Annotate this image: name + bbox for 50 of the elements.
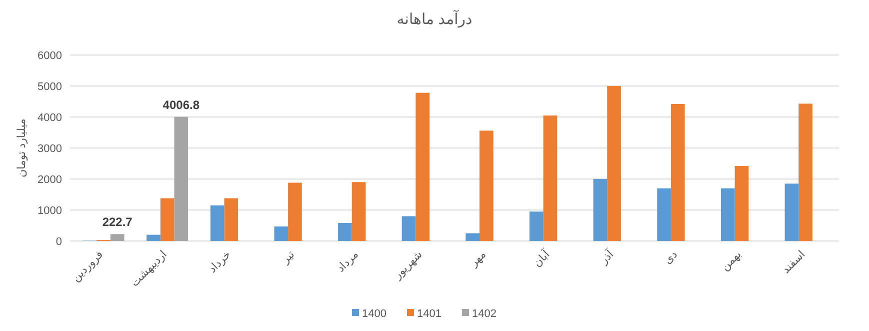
bar bbox=[798, 104, 812, 241]
x-tick-label: آذر bbox=[596, 246, 617, 268]
x-tick-label: فروردین bbox=[70, 248, 106, 284]
bar bbox=[274, 226, 288, 241]
x-tick-label: اسفند bbox=[780, 248, 808, 276]
bar bbox=[529, 212, 544, 241]
y-tick-label: 5000 bbox=[38, 80, 62, 93]
y-tick-label: 2000 bbox=[38, 174, 62, 186]
x-tick-label: بهمن bbox=[719, 248, 744, 274]
x-tick-label: خرداد bbox=[206, 248, 234, 276]
bar bbox=[670, 104, 685, 241]
bar bbox=[657, 188, 671, 241]
y-tick-label: 3000 bbox=[38, 142, 62, 155]
bar bbox=[174, 116, 188, 241]
bar bbox=[734, 166, 749, 241]
x-tick-label: مهر bbox=[467, 248, 489, 270]
legend-label: 1400 bbox=[362, 308, 386, 320]
bar bbox=[352, 182, 366, 241]
bar bbox=[720, 188, 735, 241]
bar bbox=[402, 216, 416, 241]
chart-title: درآمد ماهانه bbox=[396, 9, 472, 28]
bar bbox=[224, 198, 238, 241]
y-tick-label: 1000 bbox=[38, 204, 62, 217]
bar bbox=[543, 115, 558, 241]
y-tick-label: 0 bbox=[56, 236, 62, 248]
y-tick-label: 6000 bbox=[38, 50, 62, 62]
y-tick-label: 4000 bbox=[38, 112, 62, 124]
y-axis-title: میلیارد تومان bbox=[16, 118, 28, 178]
x-tick-label: اردیبهشت bbox=[128, 248, 170, 290]
x-tick-label: تیر bbox=[279, 248, 298, 267]
legend-label: 1401 bbox=[417, 308, 442, 320]
bar bbox=[416, 92, 430, 241]
bar bbox=[593, 179, 608, 241]
bar bbox=[338, 223, 352, 241]
bar bbox=[160, 198, 174, 241]
data-label: 4006.8 bbox=[162, 98, 200, 112]
bar bbox=[110, 234, 124, 241]
x-tick-label: آبان bbox=[530, 246, 554, 270]
bar bbox=[784, 184, 799, 241]
data-label: 222.7 bbox=[102, 215, 133, 230]
bar bbox=[288, 182, 302, 241]
bar bbox=[607, 86, 621, 241]
x-tick-label: شهریور bbox=[391, 248, 425, 282]
bar bbox=[466, 233, 480, 241]
x-tick-label: مرداد bbox=[334, 248, 361, 275]
x-tick-label: دی bbox=[662, 248, 680, 267]
bar bbox=[210, 205, 224, 241]
bar bbox=[146, 234, 160, 241]
legend-label: 1402 bbox=[472, 308, 496, 320]
bar bbox=[479, 130, 494, 241]
